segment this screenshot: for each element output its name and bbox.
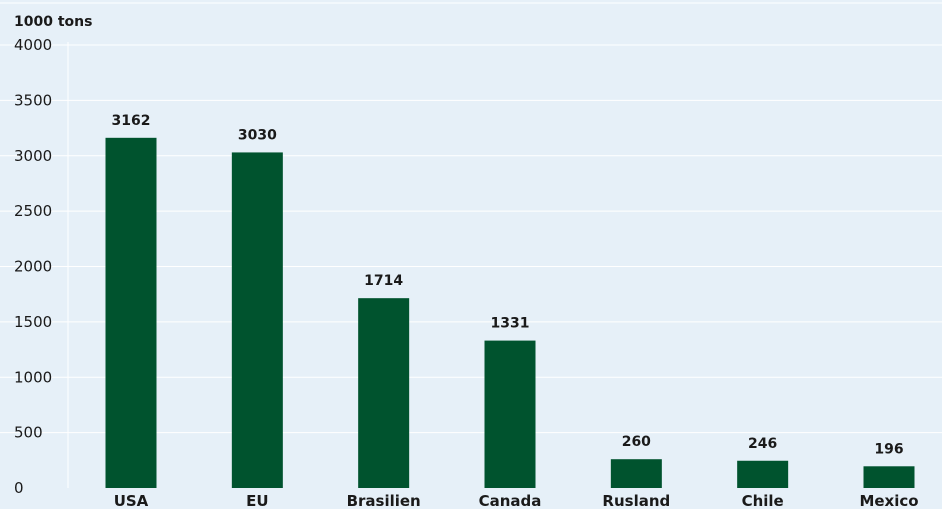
y-tick-label: 500 xyxy=(14,424,43,442)
x-tick-label-chile: Chile xyxy=(742,492,784,509)
y-tick-label: 1500 xyxy=(14,313,52,331)
bar-chile xyxy=(737,460,789,488)
y-tick-label: 1000 xyxy=(14,368,52,386)
data-label-brasilien: 1714 xyxy=(364,273,403,289)
bar-canada xyxy=(484,340,536,488)
data-label-chile: 246 xyxy=(748,436,777,452)
x-tick-label-eu: EU xyxy=(246,492,268,509)
y-axis-unit-label: 1000 tons xyxy=(14,14,92,30)
x-axis-labels: USA EU Brasilien Canada Rusland Chile Mexico xyxy=(114,492,919,509)
bars xyxy=(105,137,915,489)
bar-mexico xyxy=(863,466,915,488)
x-tick-label-brasilien: Brasilien xyxy=(347,492,421,509)
grid-lines xyxy=(0,44,942,434)
bar-usa xyxy=(105,137,157,488)
data-label-canada: 1331 xyxy=(491,316,530,332)
x-tick-label-usa: USA xyxy=(114,492,149,509)
data-label-usa: 3162 xyxy=(112,113,151,129)
data-labels: 3162 3030 1714 1331 260 246 196 xyxy=(112,113,904,457)
bar-rusland xyxy=(610,459,662,488)
bar-eu xyxy=(231,152,283,489)
x-tick-label-rusland: Rusland xyxy=(602,492,670,509)
y-tick-label: 4000 xyxy=(14,36,52,54)
y-tick-label: 2500 xyxy=(14,202,52,220)
x-tick-label-canada: Canada xyxy=(479,492,542,509)
data-label-eu: 3030 xyxy=(238,127,277,143)
bar-brasilien xyxy=(358,298,410,488)
y-axis-ticks: 0 500 1000 1500 2000 2500 3000 3500 4000 xyxy=(14,36,52,497)
y-tick-label: 0 xyxy=(14,479,24,497)
y-tick-label: 3500 xyxy=(14,91,52,109)
data-label-mexico: 196 xyxy=(874,441,903,457)
y-tick-label: 3000 xyxy=(14,147,52,165)
data-label-rusland: 260 xyxy=(622,434,651,450)
x-tick-label-mexico: Mexico xyxy=(859,492,918,509)
y-tick-label: 2000 xyxy=(14,258,52,276)
